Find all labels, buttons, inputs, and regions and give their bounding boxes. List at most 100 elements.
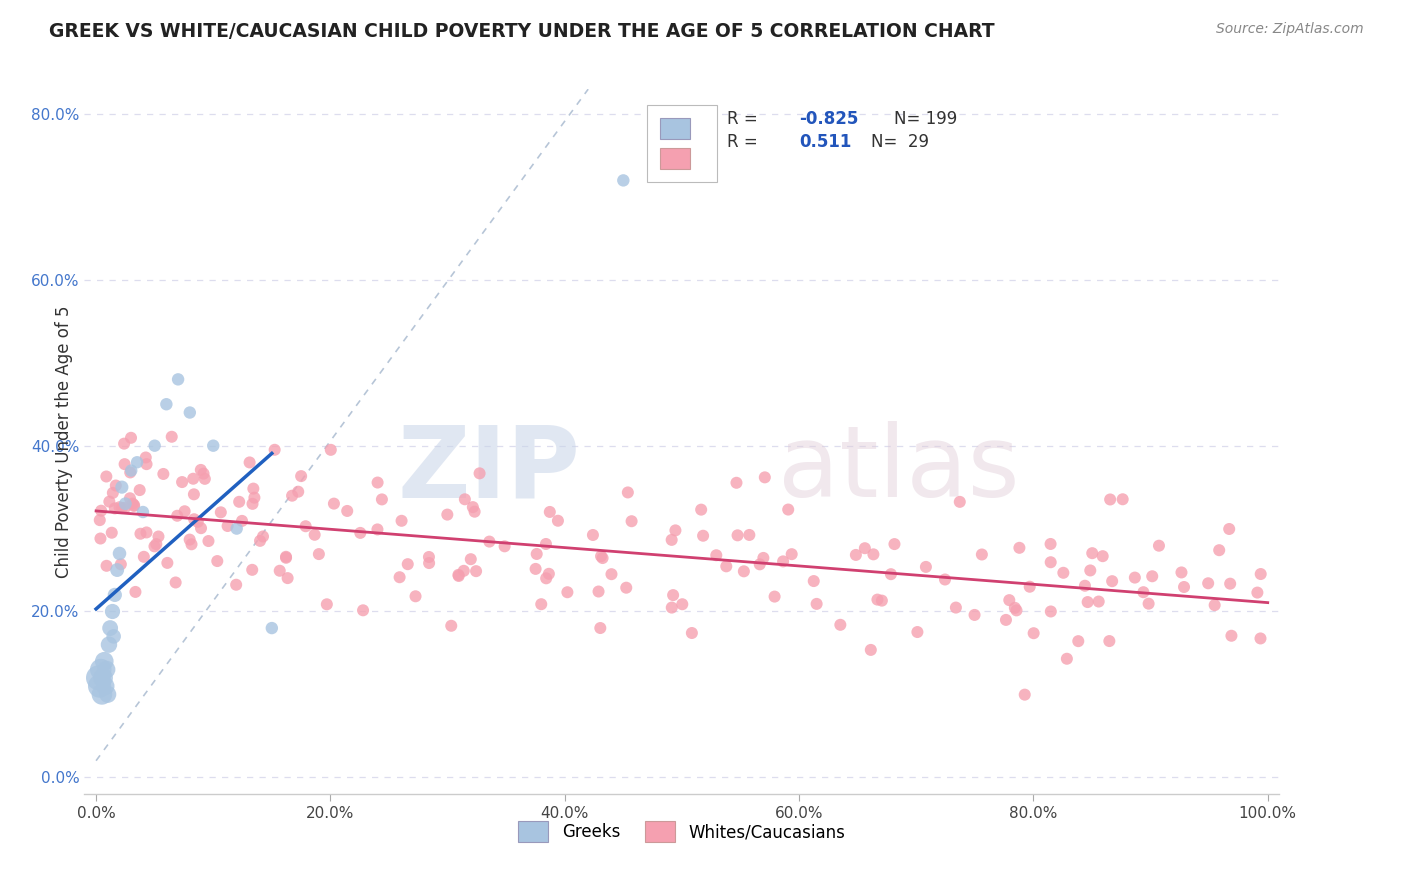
Point	[145, 537, 167, 551]
Text: -0.825: -0.825	[799, 111, 858, 128]
Point	[96, 469, 118, 483]
Point	[274, 550, 297, 565]
Point	[468, 467, 491, 481]
Point	[156, 556, 179, 570]
Point	[366, 523, 388, 537]
Point	[89, 532, 111, 546]
Point	[129, 526, 152, 541]
Point	[209, 505, 232, 519]
Point	[194, 472, 217, 486]
Point	[87, 671, 110, 685]
Point	[367, 475, 389, 490]
Point	[727, 528, 749, 542]
Point	[1022, 626, 1045, 640]
Point	[754, 470, 776, 484]
Point	[91, 671, 114, 685]
Point	[89, 513, 111, 527]
Text: R =: R =	[727, 133, 763, 151]
Point	[1099, 492, 1122, 507]
Point	[187, 515, 209, 529]
Point	[128, 483, 150, 497]
Point	[114, 457, 136, 471]
Point	[132, 549, 155, 564]
Point	[120, 466, 142, 480]
Point	[692, 529, 714, 543]
Point	[1077, 595, 1099, 609]
Point	[1091, 549, 1114, 564]
Point	[1250, 632, 1272, 646]
Point	[120, 464, 142, 478]
Point	[249, 533, 271, 548]
Point	[135, 450, 157, 465]
Point	[225, 522, 247, 536]
Point	[1147, 539, 1170, 553]
Point	[323, 497, 346, 511]
Point	[915, 560, 938, 574]
Point	[122, 499, 145, 513]
Point	[97, 687, 120, 701]
Point	[172, 475, 194, 489]
Point	[945, 600, 967, 615]
Point	[242, 482, 264, 496]
Point	[94, 679, 117, 693]
Point	[778, 502, 800, 516]
Point	[167, 372, 190, 386]
Point	[582, 528, 605, 542]
Y-axis label: Child Poverty Under the Age of 5: Child Poverty Under the Age of 5	[55, 305, 73, 578]
Point	[681, 626, 703, 640]
Point	[859, 643, 882, 657]
Point	[391, 514, 413, 528]
Point	[90, 687, 114, 701]
Text: N= 199: N= 199	[894, 111, 957, 128]
Text: 0.511: 0.511	[799, 133, 851, 151]
Point	[436, 508, 458, 522]
Point	[780, 547, 803, 561]
Point	[1004, 600, 1026, 615]
Point	[465, 564, 488, 578]
Point	[752, 550, 775, 565]
Point	[1173, 580, 1195, 594]
Point	[118, 491, 141, 506]
Point	[763, 590, 786, 604]
Point	[1170, 566, 1192, 580]
Text: R =: R =	[727, 111, 763, 128]
Point	[418, 549, 440, 564]
Point	[90, 663, 112, 677]
Point	[1111, 492, 1133, 507]
Point	[524, 562, 547, 576]
Point	[90, 504, 112, 518]
Legend: Greeks, Whites/Caucasians: Greeks, Whites/Caucasians	[512, 814, 852, 849]
Point	[143, 539, 166, 553]
Point	[526, 547, 548, 561]
Point	[704, 548, 727, 562]
Point	[662, 588, 685, 602]
Point	[180, 537, 202, 551]
Point	[460, 552, 482, 566]
Point	[217, 519, 239, 533]
Point	[202, 439, 225, 453]
Point	[830, 617, 852, 632]
Point	[1204, 598, 1226, 612]
Point	[748, 558, 770, 572]
Point	[588, 584, 610, 599]
Point	[98, 621, 121, 635]
Point	[243, 491, 266, 505]
Point	[120, 431, 142, 445]
Point	[600, 567, 623, 582]
Point	[111, 501, 134, 516]
Point	[547, 514, 569, 528]
Point	[589, 549, 612, 564]
Point	[1218, 522, 1240, 536]
Point	[530, 597, 553, 611]
Point	[1014, 688, 1036, 702]
Text: GREEK VS WHITE/CAUCASIAN CHILD POVERTY UNDER THE AGE OF 5 CORRELATION CHART: GREEK VS WHITE/CAUCASIAN CHILD POVERTY U…	[49, 22, 995, 41]
Point	[1197, 576, 1219, 591]
Point	[853, 541, 876, 556]
Point	[308, 547, 330, 561]
Point	[190, 463, 212, 477]
Point	[806, 597, 828, 611]
Point	[1123, 571, 1146, 585]
Point	[193, 467, 215, 481]
Point	[447, 567, 470, 582]
Point	[207, 554, 229, 568]
